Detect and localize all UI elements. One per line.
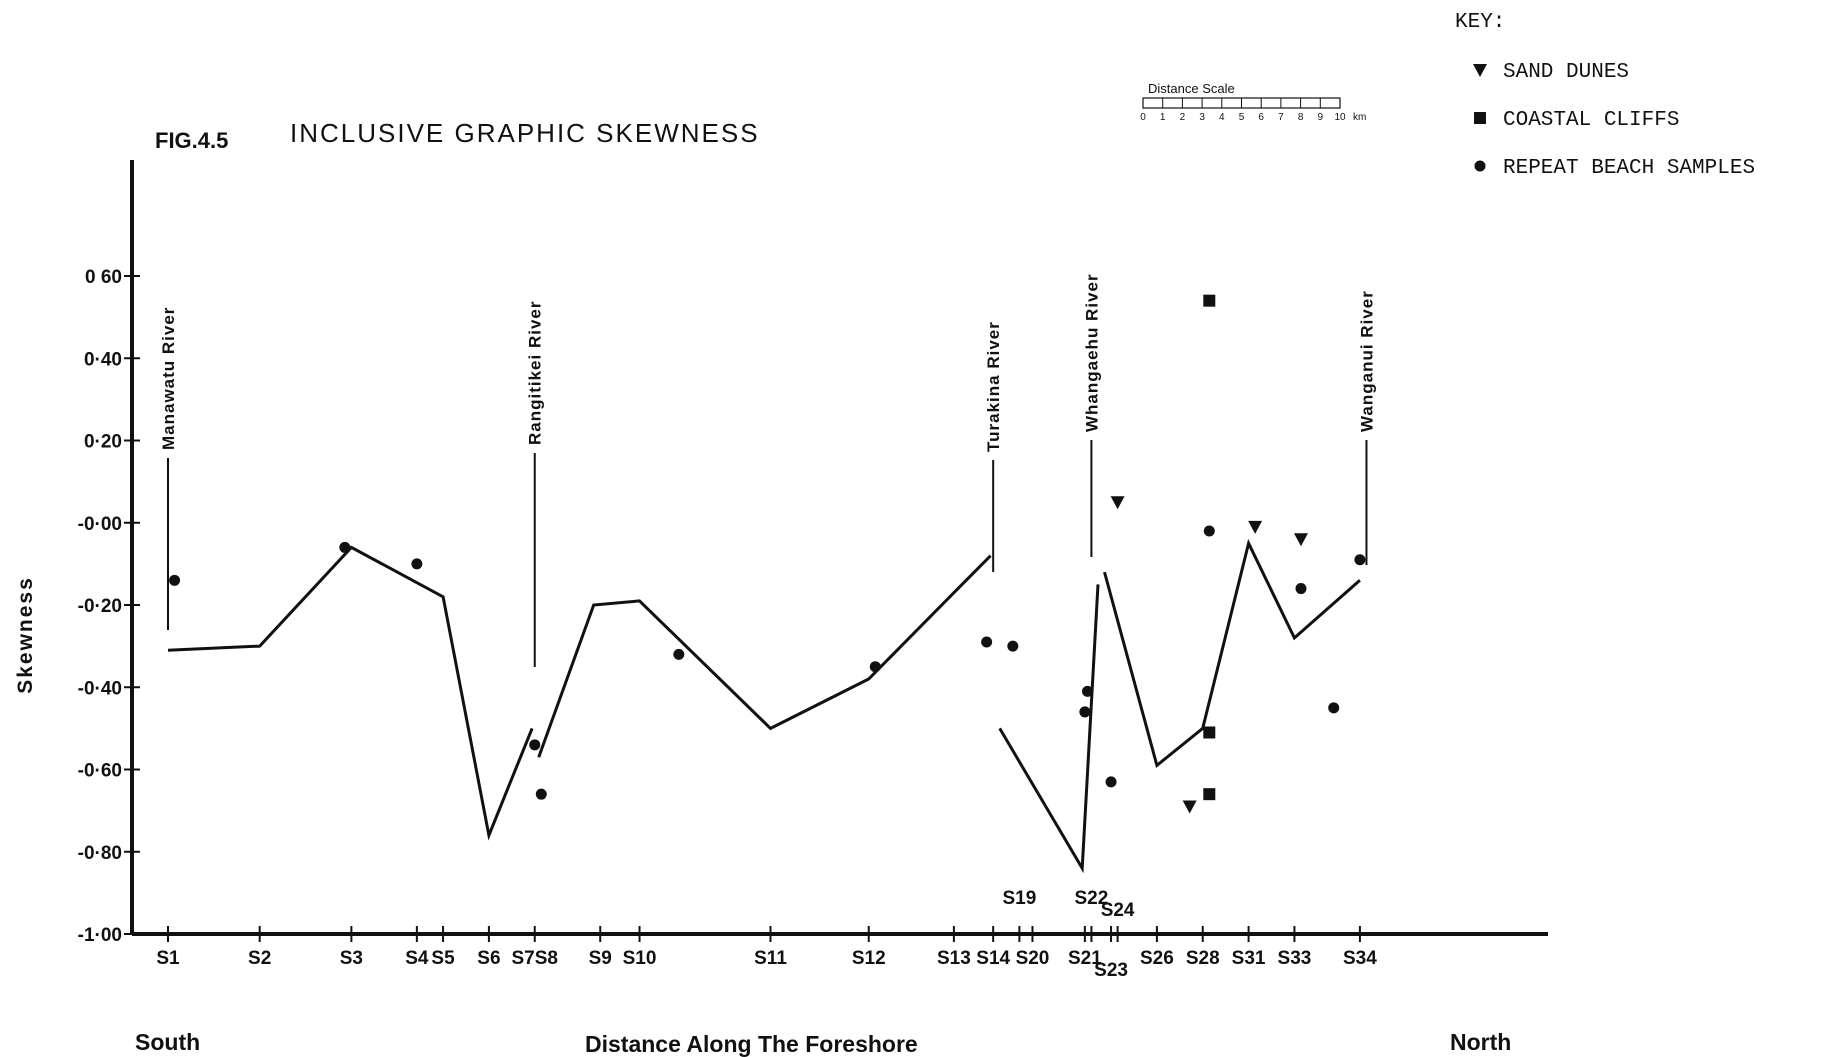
skewness-line: [167, 538, 1361, 874]
data-point-circle: [1203, 726, 1215, 738]
scale-tick-label: 0: [1140, 112, 1146, 123]
y-tick-label: 0·40: [84, 349, 122, 370]
x-tick-label: S20: [1016, 948, 1050, 969]
x-tick-label: S13: [937, 948, 971, 969]
scale-tick-label: 5: [1239, 112, 1245, 123]
x-tick-label: S4: [405, 948, 429, 969]
scale-tick-label: 4: [1219, 112, 1225, 123]
river-label: Whangaehu River: [1082, 273, 1101, 432]
data-point-circle: [1007, 640, 1019, 652]
scale-tick-label: 7: [1278, 112, 1284, 123]
x-tick-label: S31: [1232, 948, 1266, 969]
x-tick-label: S12: [852, 948, 886, 969]
x-tick-label: S9: [589, 948, 612, 969]
legend-marker-triangle-down: [1473, 64, 1487, 77]
river-label: Manawatu River: [159, 307, 178, 450]
scale-unit-label: km: [1353, 112, 1366, 123]
y-tick-label: 0 60: [85, 267, 122, 288]
y-tick-label: -0·00: [78, 514, 122, 535]
legend-label: REPEAT BEACH SAMPLES: [1503, 157, 1755, 180]
river-label: Turakina River: [984, 321, 1003, 452]
figure-label: FIG.4.5: [155, 128, 228, 153]
x-tick-label: S34: [1343, 948, 1377, 969]
axes: 0 60 0·40 0·20 -0·00 -0·20 -0·40 -0·60 -0·80 -1·…: [78, 160, 1548, 981]
data-point-circle: [411, 558, 423, 570]
north-label: North: [1450, 1029, 1511, 1055]
data-point-circle: [869, 661, 881, 673]
y-tick-label: -0·80: [78, 843, 122, 864]
legend: KEY: SAND DUNES COASTAL CLIFFS REPEAT BEAC…: [1455, 11, 1755, 180]
scale-tick-label: 2: [1180, 112, 1186, 123]
y-tick-label: -0·60: [78, 761, 122, 782]
scale-tick-label: 6: [1258, 112, 1264, 123]
river-label: Rangitikei River: [526, 301, 545, 446]
legend-label: COASTAL CLIFFS: [1503, 109, 1679, 132]
data-point-circle: [1354, 554, 1366, 566]
x-tick-label: S14: [976, 948, 1010, 969]
skewness-line-segment: [1103, 538, 1361, 769]
data-point-circle: [339, 541, 351, 553]
skewness-line-segment: [998, 584, 1100, 874]
x-tick-label: S3: [340, 948, 363, 969]
scale-tick-label: 9: [1318, 112, 1324, 123]
data-point-triangle-down: [1248, 520, 1263, 534]
data-point-triangle-down: [1182, 800, 1197, 814]
chart-title: INCLUSIVE GRAPHIC SKEWNESS: [290, 118, 760, 148]
data-point-circle: [1081, 685, 1093, 697]
distance-scale-title: Distance Scale: [1148, 81, 1235, 96]
x-tick-label: S33: [1278, 948, 1312, 969]
x-tick-label: S26: [1140, 948, 1174, 969]
y-tick-label: -0·40: [78, 678, 122, 699]
skewness-line-segment: [537, 554, 992, 758]
x-tick-label: S21: [1068, 948, 1102, 969]
x-axis-label: Distance Along The Foreshore: [585, 1031, 918, 1057]
scale-tick-label: 3: [1199, 112, 1205, 123]
x-tick-label: S10: [623, 948, 657, 969]
data-point-triangle-down: [1293, 533, 1308, 547]
scale-tick-label: 1: [1160, 112, 1166, 123]
x-tick-label: S23: [1094, 960, 1128, 981]
y-tick-label: -1·00: [78, 925, 122, 946]
data-point-circle: [1328, 702, 1340, 714]
data-point-circle: [535, 788, 547, 800]
data-point-circle: [529, 739, 541, 751]
data-point-circle: [1079, 706, 1091, 718]
x-tick-label: S6: [477, 948, 500, 969]
river-label: Wanganui River: [1357, 290, 1376, 432]
legend-marker-square: [1474, 112, 1486, 124]
data-point-circle: [1105, 776, 1117, 788]
x-tick-label: S24: [1101, 900, 1135, 921]
y-tick-label: -0·20: [78, 596, 122, 617]
x-tick-label: S28: [1186, 948, 1220, 969]
data-point-square: [1203, 294, 1216, 307]
data-point-circle: [1295, 583, 1307, 595]
y-axis-label: Skewness: [14, 576, 37, 694]
data-point-triangle-down: [1110, 496, 1125, 510]
legend-label: SAND DUNES: [1503, 61, 1629, 84]
skewness-line-segment: [167, 545, 534, 841]
legend-title: KEY:: [1455, 11, 1505, 34]
sample-markers: [169, 294, 1366, 814]
x-tick-label: S22: [1075, 888, 1109, 909]
x-tick-label: S11: [754, 948, 787, 969]
distance-scale-bar: Distance Scale 0 1 2 3 4 5 6 7 8 9 10 km: [1140, 81, 1366, 123]
scale-tick-label: 8: [1298, 112, 1304, 123]
legend-marker-circle: [1474, 160, 1486, 172]
x-tick-label: S7S8: [512, 948, 558, 969]
y-tick-label: 0·20: [84, 432, 122, 453]
x-tick-label: S19: [1002, 888, 1036, 909]
data-point-circle: [673, 648, 685, 660]
x-tick-label: S1: [156, 948, 180, 969]
x-tick-label: S2: [248, 948, 271, 969]
data-point-circle: [981, 636, 993, 648]
south-label: South: [135, 1029, 200, 1055]
data-point-circle: [169, 574, 181, 586]
scale-tick-label: 10: [1334, 112, 1346, 123]
data-point-circle: [1203, 525, 1215, 537]
x-tick-label: S5: [431, 948, 455, 969]
data-point-square: [1203, 788, 1216, 801]
river-markers: Manawatu River Rangitikei River Turakina R…: [159, 273, 1376, 667]
